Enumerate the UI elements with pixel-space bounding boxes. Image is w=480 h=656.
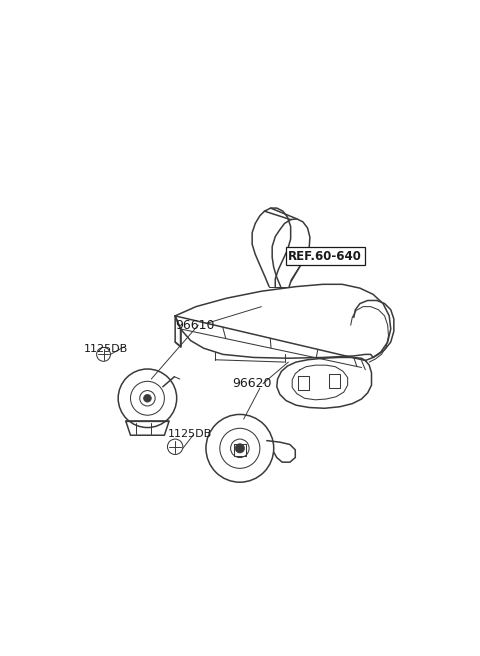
Text: 1125DB: 1125DB [84, 344, 129, 354]
Text: 96620: 96620 [232, 377, 272, 390]
Text: REF.60-640: REF.60-640 [288, 250, 362, 262]
Circle shape [96, 348, 110, 361]
Circle shape [168, 439, 183, 455]
Circle shape [140, 390, 155, 406]
Circle shape [230, 439, 249, 458]
Circle shape [144, 394, 151, 402]
Circle shape [235, 443, 244, 453]
Text: 96610: 96610 [175, 319, 215, 332]
Text: 1125DB: 1125DB [168, 429, 212, 439]
